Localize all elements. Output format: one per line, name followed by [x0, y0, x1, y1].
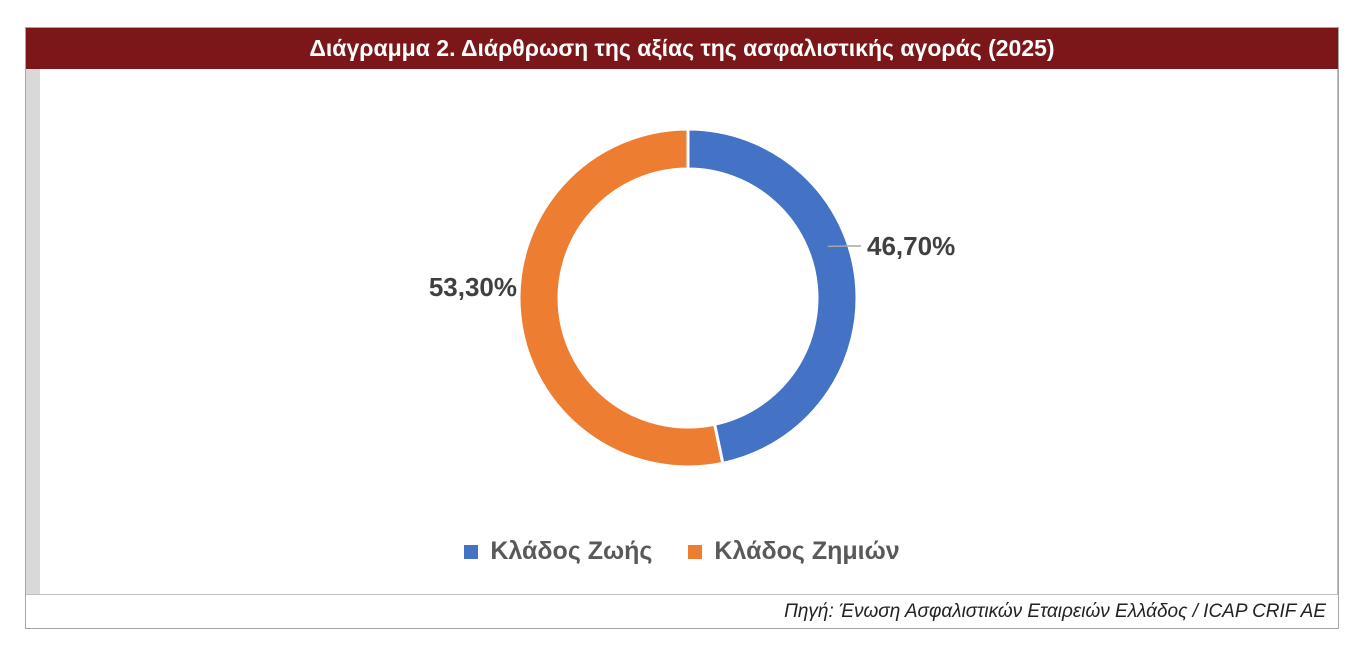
legend: Κλάδος Ζωής Κλάδος Ζημιών [26, 537, 1338, 566]
legend-label-nonlife: Κλάδος Ζημιών [714, 537, 900, 565]
right-border [1337, 69, 1338, 595]
legend-item-life: Κλάδος Ζωής [464, 537, 652, 566]
plot-bottom-border [26, 594, 1338, 595]
legend-label-life: Κλάδος Ζωής [490, 537, 653, 565]
doughnut-chart: 46,70% 53,30% [429, 127, 955, 469]
left-stripe [26, 69, 40, 595]
legend-swatch-nonlife [688, 544, 703, 559]
data-labels-group: 46,70% 53,30% [429, 231, 955, 302]
legend-swatch-life [464, 544, 479, 559]
chart-frame: Διάγραμμα 2. Διάρθρωση της αξίας της ασφ… [25, 27, 1339, 629]
source-note: Πηγή: Ένωση Ασφαλιστικών Εταιρειών Ελλάδ… [784, 601, 1326, 622]
slice-0 [686, 127, 859, 466]
legend-item-nonlife: Κλάδος Ζημιών [688, 537, 900, 566]
slices-group [517, 127, 859, 469]
slice-1 [517, 127, 725, 469]
data-label-0: 46,70% [867, 231, 955, 261]
data-label-1: 53,30% [429, 272, 517, 302]
chart-title: Διάγραμμα 2. Διάρθρωση της αξίας της ασφ… [26, 28, 1338, 69]
